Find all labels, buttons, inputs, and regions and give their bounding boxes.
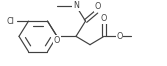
Text: N: N: [73, 1, 79, 10]
Text: O: O: [101, 14, 107, 23]
Text: O: O: [54, 36, 60, 45]
Text: H: H: [73, 0, 79, 6]
Text: Cl: Cl: [7, 17, 14, 26]
Text: O: O: [94, 2, 101, 11]
Text: O: O: [116, 32, 123, 41]
